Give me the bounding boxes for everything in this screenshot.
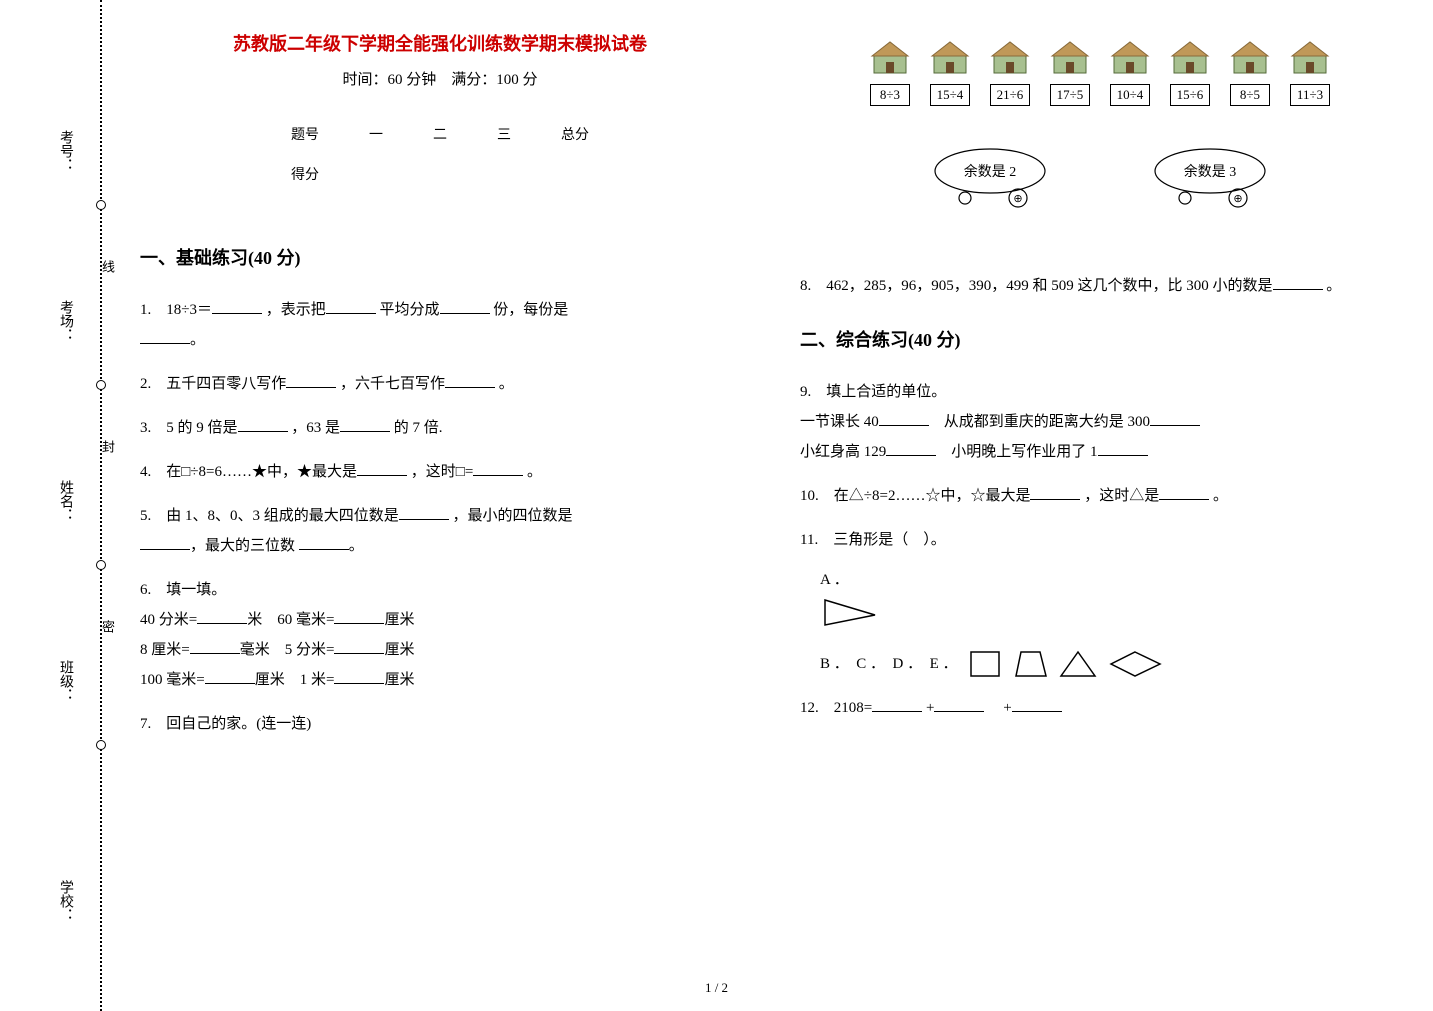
binding-circle: [96, 380, 106, 390]
q10: 10. 在△÷8=2……☆中，☆最大是 ，这时△是 。: [800, 481, 1400, 511]
q1: 1. 18÷3＝ ，表示把 平均分成 份，每份是 。: [140, 295, 740, 355]
binding-dotted-line: [100, 0, 102, 1011]
exam-title: 苏教版二年级下学期全能强化训练数学期末模拟试卷: [140, 30, 740, 56]
binding-label: 考号：: [55, 130, 75, 172]
score-header-cell: 二: [408, 114, 472, 154]
house-icon: [930, 40, 970, 75]
binding-circle: [96, 200, 106, 210]
score-header-cell: 总分: [536, 114, 614, 154]
house-bubble: ⊕ 余数是 3: [1140, 146, 1280, 221]
house-bubble: ⊕ 余数是 2: [920, 146, 1060, 221]
houses-bubbles: ⊕ 余数是 2 ⊕ 余数是 3: [800, 146, 1400, 221]
binding-text: 封: [98, 440, 117, 453]
trapezoid-shape: [1013, 649, 1048, 679]
q5: 5. 由 1、8、0、3 组成的最大四位数是 ，最小的四位数是 ，最大的三位数 …: [140, 501, 740, 561]
svg-text:⊕: ⊕: [1013, 193, 1022, 205]
binding-label: 考场：: [55, 300, 75, 342]
house-item: 17÷5: [1050, 40, 1090, 106]
svg-text:⊕: ⊕: [1233, 193, 1242, 205]
house-item: 11÷3: [1290, 40, 1330, 106]
q8: 8. 462，285，96，905，390，499 和 509 这几个数中，比 …: [800, 271, 1400, 301]
house-icon: [1170, 40, 1210, 75]
house-item: 8÷3: [870, 40, 910, 106]
binding-text: 线: [98, 260, 117, 273]
section2-title: 二、综合练习(40 分): [800, 326, 1400, 352]
house-label: 15÷6: [1170, 84, 1210, 106]
binding-circle: [96, 740, 106, 750]
q3: 3. 5 的 9 倍是 ，63 是 的 7 倍.: [140, 413, 740, 443]
house-icon: [1050, 40, 1090, 75]
speech-bubble: ⊕ 余数是 2: [920, 146, 1060, 216]
exam-subtitle: 时间：60 分钟 满分：100 分: [140, 68, 740, 89]
triangle-shape: [1058, 649, 1098, 679]
q6: 6. 填一填。 40 分米=米 60 毫米=厘米8 厘米=毫米 5 分米=厘米1…: [140, 575, 740, 695]
right-column: 8÷3 15÷4 21÷6 17÷5 10÷4 15÷6 8÷5 11÷3: [800, 30, 1400, 753]
house-label: 8÷3: [870, 84, 910, 106]
house-item: 15÷4: [930, 40, 970, 106]
left-column: 苏教版二年级下学期全能强化训练数学期末模拟试卷 时间：60 分钟 满分：100 …: [140, 30, 740, 753]
score-header-cell: 三: [472, 114, 536, 154]
speech-bubble: ⊕ 余数是 3: [1140, 146, 1280, 216]
house-icon: [1290, 40, 1330, 75]
house-icon: [870, 40, 910, 75]
score-header-cell: 一: [344, 114, 408, 154]
section1-title: 一、基础练习(40 分): [140, 244, 740, 270]
house-label: 10÷4: [1110, 84, 1150, 106]
house-item: 21÷6: [990, 40, 1030, 106]
q12: 12. 2108= + +: [800, 693, 1400, 723]
score-table: 题号一二三总分 得分: [266, 114, 614, 194]
houses-row: 8÷3 15÷4 21÷6 17÷5 10÷4 15÷6 8÷5 11÷3: [800, 40, 1400, 106]
house-label: 21÷6: [990, 84, 1030, 106]
q2: 2. 五千四百零八写作 ，六千七百写作 。: [140, 369, 740, 399]
q9: 9. 填上合适的单位。 一节课长 40 从成都到重庆的距离大约是 300小红身高…: [800, 377, 1400, 467]
house-item: 15÷6: [1170, 40, 1210, 106]
house-label: 8÷5: [1230, 84, 1270, 106]
house-label: 15÷4: [930, 84, 970, 106]
svg-text:余数是 2: 余数是 2: [964, 163, 1017, 180]
binding-label: 学校：: [55, 880, 75, 922]
square-shape: [968, 649, 1003, 679]
house-icon: [1230, 40, 1270, 75]
diamond-shape: [1108, 649, 1163, 679]
house-label: 17÷5: [1050, 84, 1090, 106]
binding-circle: [96, 560, 106, 570]
score-header-cell: 题号: [266, 114, 344, 154]
binding-text: 密: [98, 620, 117, 633]
binding-label: 姓名：: [55, 480, 75, 522]
page-number: 1 / 2: [705, 980, 728, 996]
house-icon: [990, 40, 1030, 75]
q11: 11. 三角形是（ ）。 A ． B ． C ． D ． E ．: [800, 525, 1400, 679]
house-item: 10÷4: [1110, 40, 1150, 106]
house-label: 11÷3: [1290, 84, 1330, 106]
angle-shape: [820, 595, 880, 630]
score-row-label: 得分: [266, 154, 344, 194]
q4: 4. 在□÷8=6……★中，★最大是 ，这时□= 。: [140, 457, 740, 487]
svg-text:余数是 3: 余数是 3: [1184, 163, 1237, 180]
q7: 7. 回自己的家。(连一连): [140, 709, 740, 739]
house-icon: [1110, 40, 1150, 75]
page-content: 苏教版二年级下学期全能强化训练数学期末模拟试卷 时间：60 分钟 满分：100 …: [140, 30, 1400, 753]
house-item: 8÷5: [1230, 40, 1270, 106]
binding-label: 班级：: [55, 660, 75, 702]
